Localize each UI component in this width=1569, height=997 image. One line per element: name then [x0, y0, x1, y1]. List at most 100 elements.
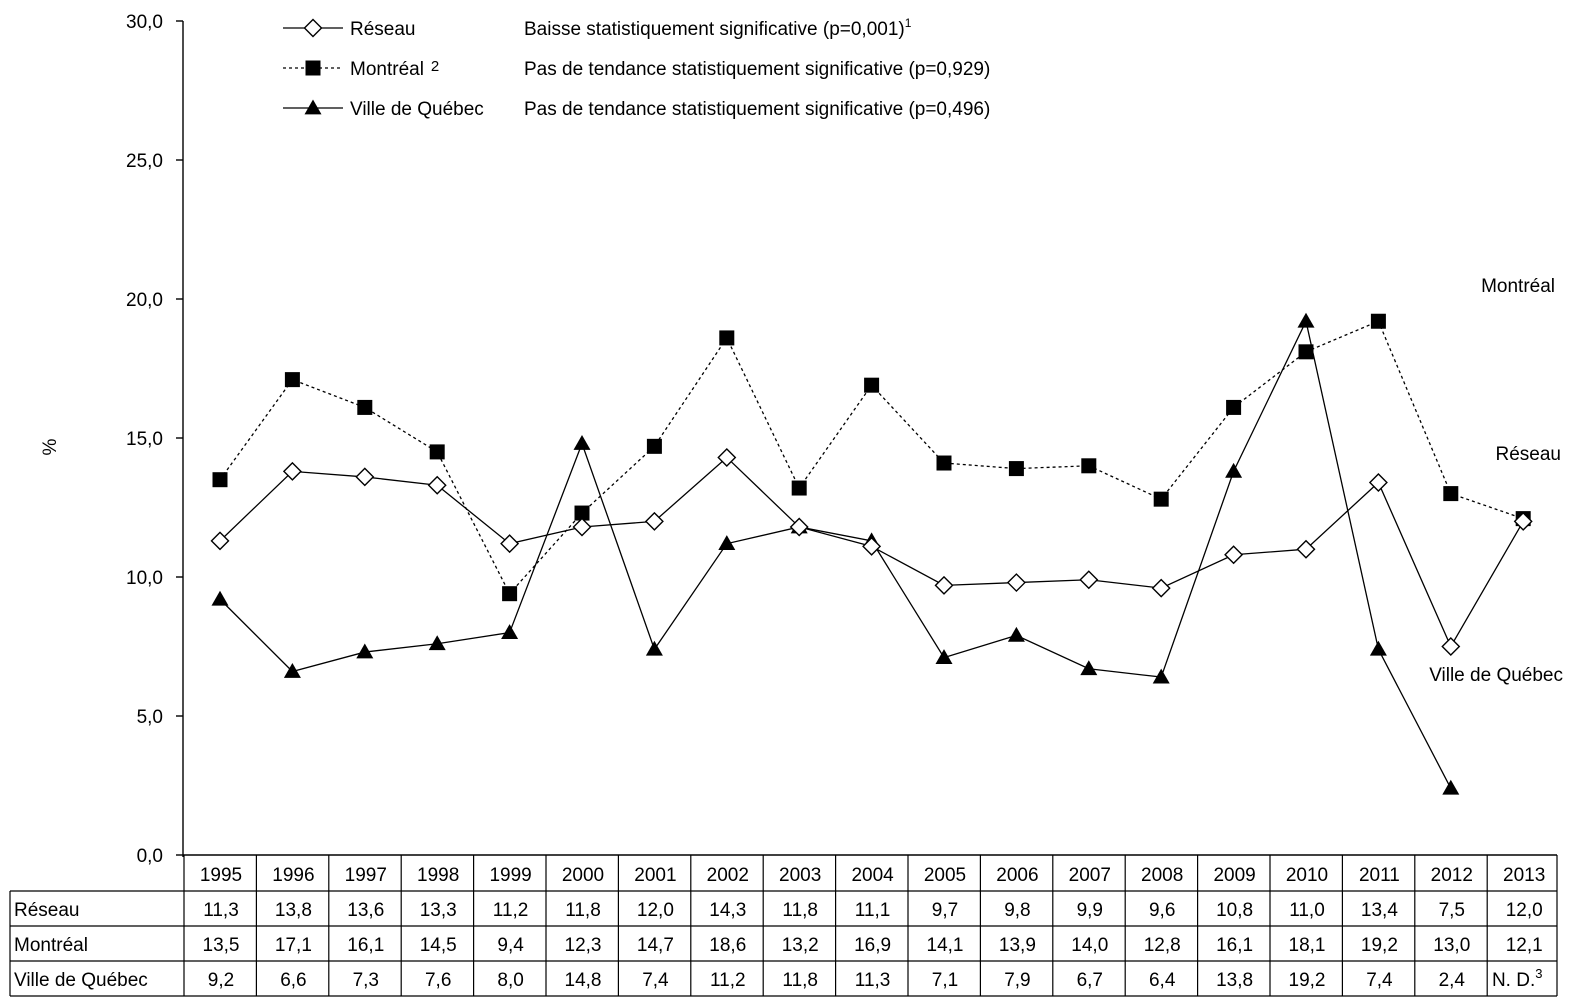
data-point — [1079, 570, 1099, 590]
legend-trend: Pas de tendance statistiquement signific… — [524, 99, 990, 120]
data-point — [1296, 539, 1316, 559]
data-point — [646, 438, 662, 454]
table-cell: 6,6 — [280, 970, 306, 991]
legend: Réseau Baisse statistiquement significati… — [283, 16, 990, 120]
table-cell: 13,8 — [1216, 970, 1253, 991]
table-cell: 11,2 — [710, 970, 746, 991]
data-point — [1224, 545, 1244, 565]
table-cell: 13,9 — [999, 935, 1036, 956]
table-cell: 7,5 — [1439, 900, 1465, 921]
legend-marker — [305, 60, 321, 76]
x-tick-label: 2007 — [1069, 865, 1111, 886]
x-tick-label: 2004 — [851, 865, 894, 886]
data-point — [1368, 472, 1388, 492]
legend-label: Ville de Québec — [350, 99, 484, 120]
series-end-label: Ville de Québec — [1429, 665, 1563, 686]
table-cell: 12,1 — [1506, 935, 1543, 956]
table-cell: 11,8 — [565, 900, 601, 921]
table-cell: 12,8 — [1144, 935, 1181, 956]
data-point — [573, 435, 591, 450]
legend-label: Montréal 2 — [350, 58, 439, 80]
table-cell: 7,4 — [1366, 970, 1393, 991]
data-point — [791, 480, 807, 496]
y-tick-label: 20,0 — [126, 290, 163, 311]
axes: 0,0 5,0 10,0 15,0 20,0 25,0 30,0% — [40, 12, 184, 867]
data-point — [1298, 344, 1314, 360]
data-point — [356, 643, 374, 659]
data-point — [574, 505, 590, 521]
x-tick-label: 2013 — [1503, 865, 1545, 886]
x-tick-label: 2008 — [1141, 865, 1183, 886]
x-tick-label: 2010 — [1286, 865, 1328, 886]
x-tick-label: 1996 — [272, 865, 314, 886]
table-cell: 7,6 — [425, 970, 451, 991]
series-line — [219, 319, 1452, 789]
series-end-label: Montréal — [1481, 276, 1555, 297]
data-point — [1369, 640, 1387, 656]
data-point — [572, 517, 592, 537]
data-point — [862, 536, 882, 556]
table-cell: 11,0 — [1289, 900, 1325, 921]
data-point — [1442, 779, 1460, 795]
legend-marker — [304, 99, 322, 115]
table-cell: 12,0 — [637, 900, 674, 921]
table-cell: 12,0 — [1506, 900, 1543, 921]
legend-trend: Baisse statistiquement significative (p=… — [524, 16, 912, 40]
table-cell: N. D.3 — [1492, 966, 1543, 991]
data-point — [717, 447, 737, 467]
legend-entry: Ville de Québec Pas de tendance statistiq… — [283, 99, 990, 120]
table-cell: 13,6 — [347, 900, 384, 921]
y-axis-label: % — [40, 438, 61, 455]
legend-trend: Pas de tendance statistiquement signific… — [524, 59, 990, 80]
table-cell: 18,6 — [709, 935, 746, 956]
table-cell: 7,1 — [932, 970, 958, 991]
y-tick-label: 25,0 — [126, 151, 163, 172]
legend-note: 2 — [431, 58, 439, 75]
x-tick-label: 1999 — [489, 865, 531, 886]
table-cell: 13,8 — [275, 900, 312, 921]
table-cell: 11,2 — [493, 900, 529, 921]
x-tick-label: 2002 — [707, 865, 749, 886]
y-tick-label: 10,0 — [126, 568, 163, 589]
x-tick-label: 2005 — [924, 865, 966, 886]
series-diamond — [210, 447, 1533, 656]
y-tick-label: 5,0 — [137, 707, 163, 728]
table-cell: 8,0 — [497, 970, 523, 991]
x-tick-label: 1997 — [345, 865, 387, 886]
table-cell: 13,0 — [1433, 935, 1470, 956]
data-point — [644, 511, 664, 531]
data-point — [1226, 399, 1242, 415]
data-point — [283, 663, 301, 678]
table-cell: 9,6 — [1149, 900, 1175, 921]
x-tick-label: 2000 — [562, 865, 604, 886]
data-point — [282, 461, 302, 481]
data-point — [1151, 578, 1171, 598]
table-cell: 14,5 — [420, 935, 457, 956]
data-point — [500, 534, 520, 554]
series-layer: Réseau Montréal Ville de Québec — [210, 276, 1563, 795]
data-point — [357, 399, 373, 415]
data-point — [1443, 486, 1459, 502]
table-cell: 11,8 — [782, 900, 818, 921]
table-cell: 9,9 — [1077, 900, 1103, 921]
table-row-label: Montréal — [14, 935, 88, 956]
table-cell: 2,4 — [1439, 970, 1466, 991]
trend-note: 1 — [905, 16, 912, 30]
x-tick-label: 2011 — [1359, 865, 1400, 886]
legend-entry: Réseau Baisse statistiquement significati… — [283, 16, 912, 40]
table-cell: 6,7 — [1077, 970, 1103, 991]
data-point — [428, 635, 446, 651]
table-cell: 13,5 — [203, 935, 240, 956]
data-point — [1370, 313, 1386, 329]
data-point — [429, 444, 445, 460]
table-cell: 11,3 — [855, 970, 891, 991]
data-point — [1080, 660, 1098, 676]
table-cell: 14,0 — [1071, 935, 1108, 956]
table-cell: 14,1 — [927, 935, 964, 956]
series-end-label: Réseau — [1496, 444, 1562, 465]
data-point — [718, 535, 736, 551]
data-table: 1995 1996 1997 1998 1999 2000 2001 2002 2003 2004… — [9, 854, 1558, 997]
data-point — [427, 475, 447, 495]
table-cell: 7,9 — [1004, 970, 1030, 991]
